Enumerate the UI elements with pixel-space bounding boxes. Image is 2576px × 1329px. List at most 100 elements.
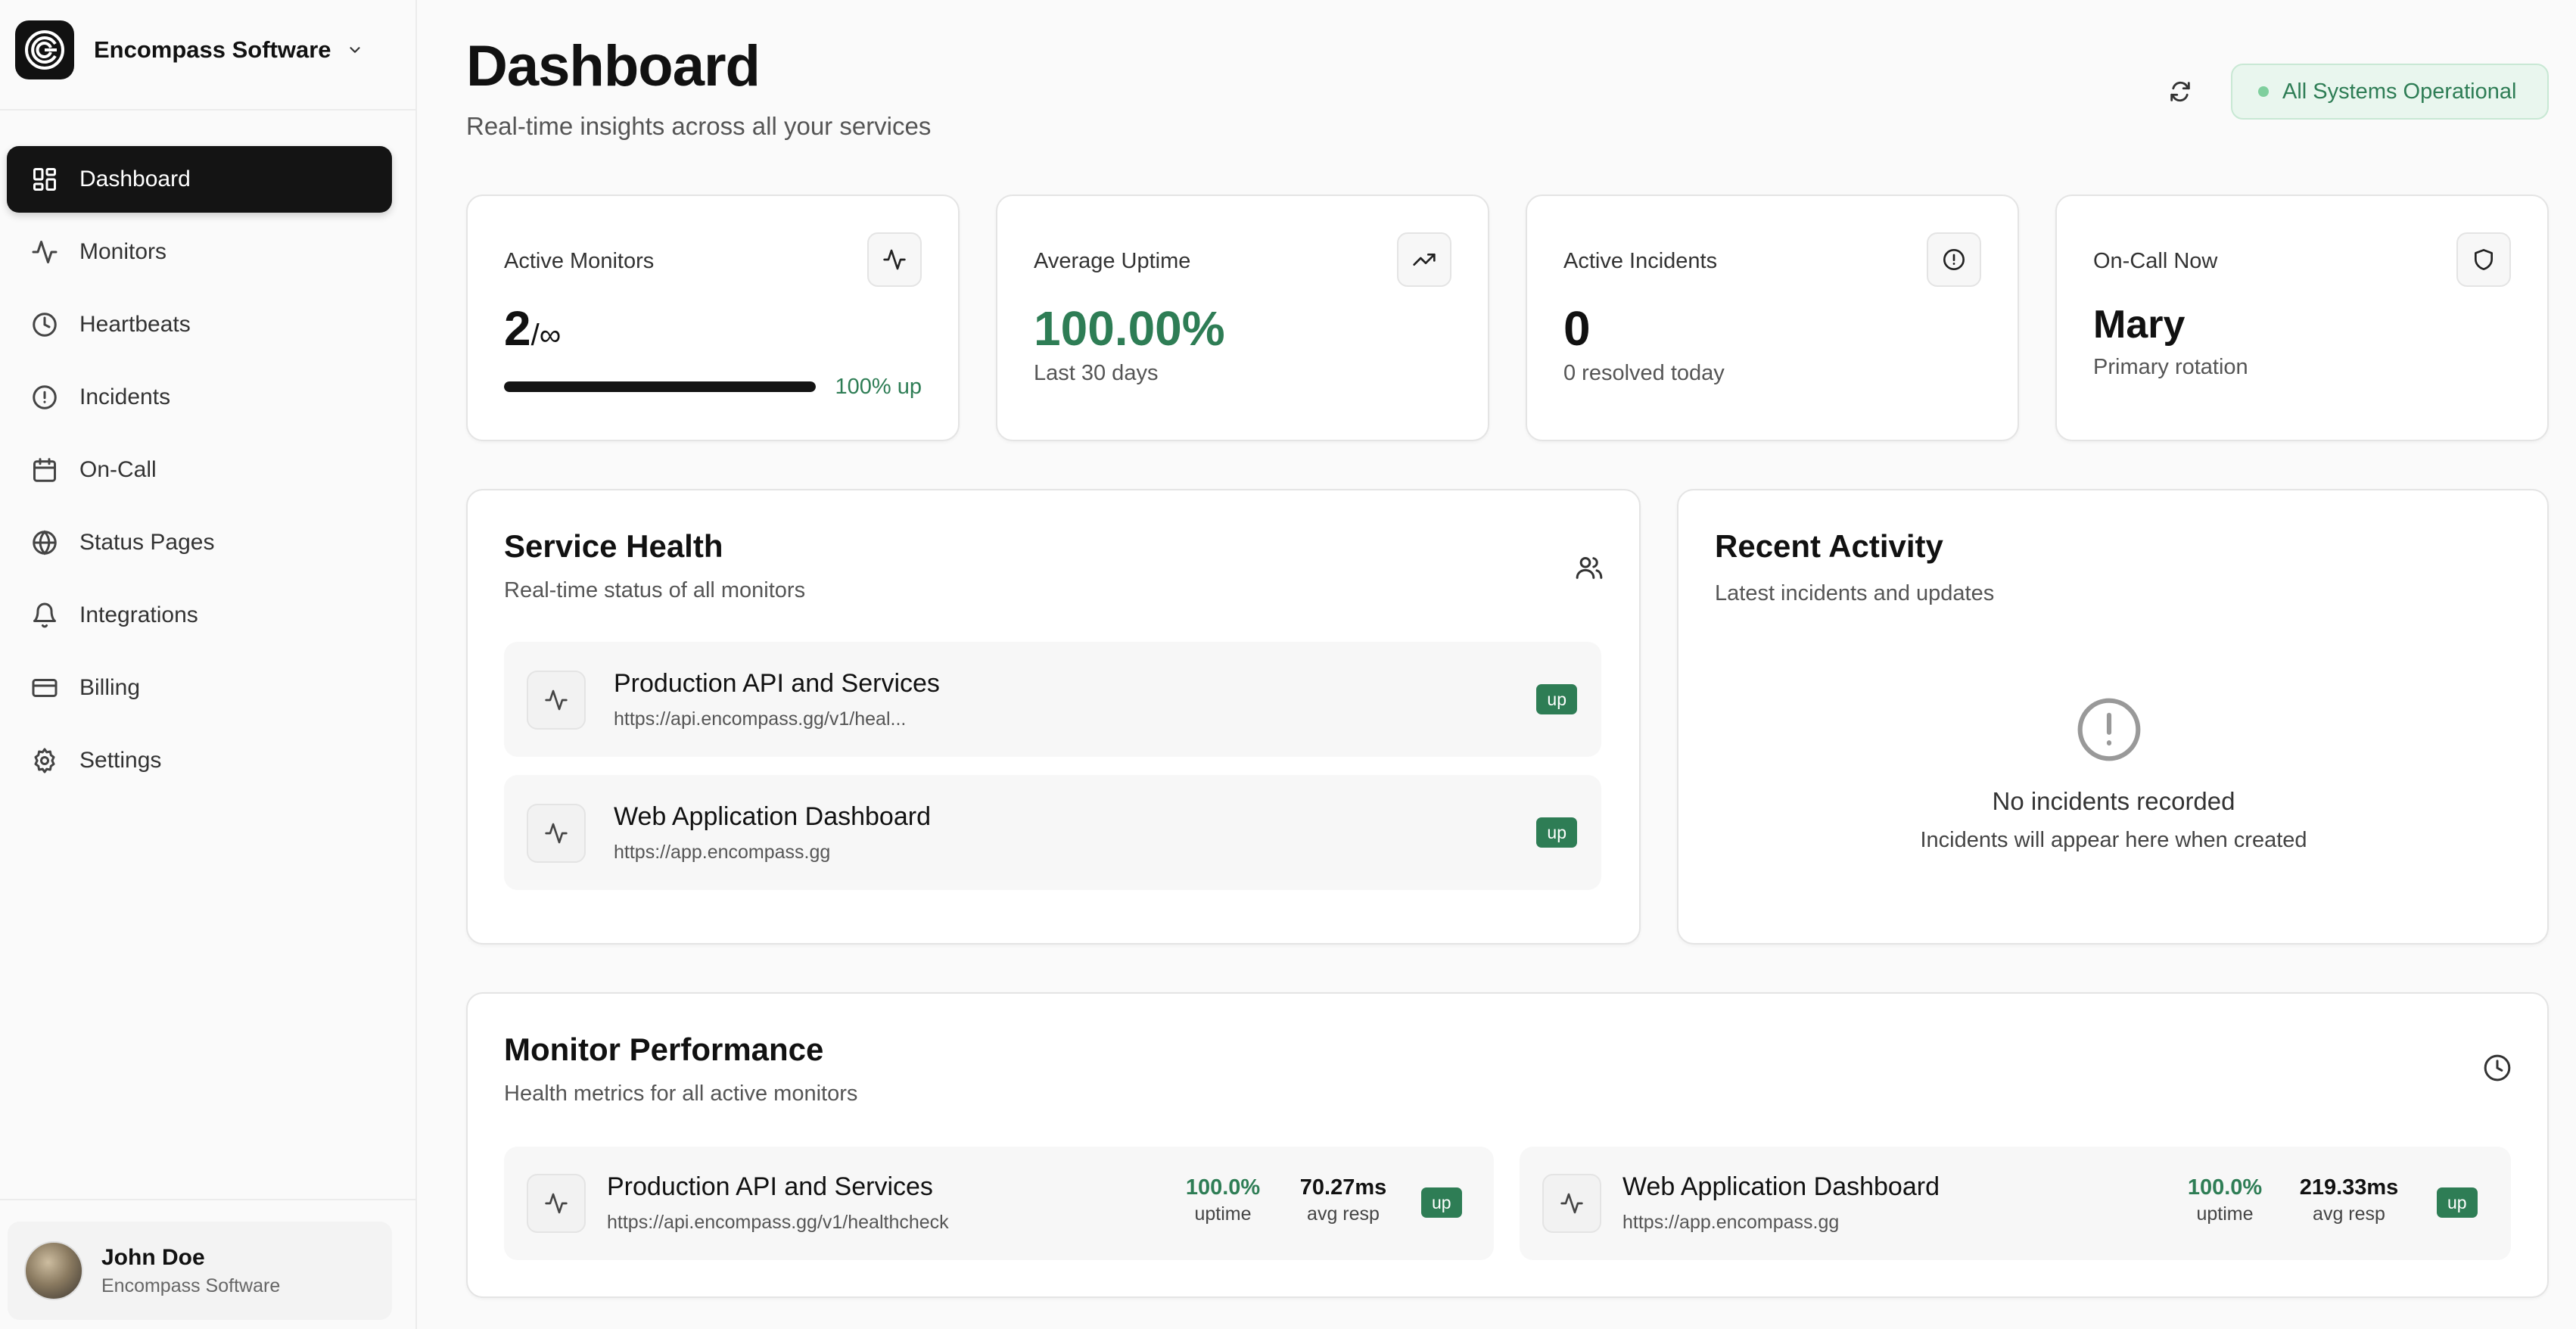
users-icon[interactable] [1573,551,1606,584]
user-org: Encompass Software [101,1275,281,1296]
stat-card-on-call: On-Call Now Mary Primary rotation [2055,195,2549,441]
org-switcher[interactable]: Encompass Software [15,18,394,82]
status-badge: up [1536,684,1577,714]
sidebar-item-label: On-Call [79,457,157,482]
activity-icon [527,1174,586,1233]
sidebar-item-on-call[interactable]: On-Call [7,437,392,503]
monitor-progress-bar [504,381,816,392]
progress-label: 100% up [835,375,922,399]
service-row[interactable]: Production API and Services https://api.… [504,642,1601,757]
monitor-url: https://app.encompass.gg [1622,1212,1840,1233]
refresh-icon[interactable] [2161,73,2199,110]
sidebar-item-label: Billing [79,675,141,700]
status-badge: up [1536,817,1577,848]
system-status-text: All Systems Operational [2282,79,2517,104]
alert-circle-icon [30,382,60,412]
service-row[interactable]: Web Application Dashboard https://app.en… [504,775,1601,890]
sidebar-item-label: Integrations [79,602,198,627]
section-subtitle: Latest incidents and updates [1715,581,1995,605]
bell-icon [30,600,60,630]
uptime-label: uptime [2196,1203,2254,1225]
user-name: John Doe [101,1244,205,1270]
sidebar-item-billing[interactable]: Billing [7,655,392,721]
sidebar-item-label: Incidents [79,384,171,409]
uptime-metric: 100.0% uptime [2172,1175,2278,1225]
activity-icon [527,671,586,730]
user-profile[interactable]: John Doe Encompass Software [8,1222,392,1320]
stat-sub: Primary rotation [2093,355,2248,379]
monitor-performance-card: Monitor Performance Health metrics for a… [466,992,2549,1298]
uptime-value: 100.0% [1185,1175,1261,1200]
sidebar-item-settings[interactable]: Settings [7,727,392,794]
status-badge: up [1421,1187,1462,1218]
sidebar-item-integrations[interactable]: Integrations [7,582,392,649]
monitor-name: Web Application Dashboard [1622,1172,1940,1201]
clock-icon[interactable] [2481,1051,2514,1085]
stat-value: 100.00% [1034,301,1225,356]
monitor-url: https://api.encompass.gg/v1/healthcheck [607,1212,949,1233]
section-subtitle: Health metrics for all active monitors [504,1082,858,1106]
sidebar-item-label: Settings [79,748,162,773]
sidebar: Encompass Software Dashboard Monitors He… [0,0,417,1329]
sidebar-item-label: Monitors [79,239,167,264]
clock-icon [30,310,60,340]
stat-label: Average Uptime [1034,249,1191,273]
stat-label: On-Call Now [2093,249,2218,273]
stat-sub: 0 resolved today [1563,361,1725,385]
section-subtitle: Real-time status of all monitors [504,578,806,602]
uptime-value: 100.0% [2187,1175,2263,1200]
credit-card-icon [30,673,60,703]
stat-card-active-incidents: Active Incidents 0 0 resolved today [1526,195,2019,441]
chevron-down-icon [347,42,363,58]
stat-value: 0 [1563,301,1591,356]
section-title: Service Health [504,528,723,564]
response-value: 219.33ms [2299,1175,2399,1200]
activity-icon [30,237,60,267]
response-value: 70.27ms [1299,1175,1387,1200]
status-dot [2258,86,2269,97]
empty-state-subtitle: Incidents will appear here when created [1920,828,2307,852]
sidebar-item-dashboard[interactable]: Dashboard [7,146,392,213]
stat-card-active-monitors: Active Monitors 2/∞ 100% up [466,195,960,441]
performance-row[interactable]: Production API and Services https://api.… [504,1147,1494,1260]
org-logo-icon [15,20,74,79]
progress-fill [504,381,816,392]
on-call-person: Mary [2093,303,2186,347]
stat-card-average-uptime: Average Uptime 100.00% Last 30 days [996,195,1489,441]
monitor-name: Production API and Services [607,1172,933,1201]
sidebar-item-heartbeats[interactable]: Heartbeats [7,291,392,358]
section-title: Recent Activity [1715,528,1943,564]
uptime-label: uptime [1194,1203,1252,1225]
response-label: avg resp [2313,1203,2385,1225]
trending-up-icon [1397,232,1451,287]
service-url: https://app.encompass.gg [614,842,831,863]
sidebar-item-label: Heartbeats [79,312,191,337]
avatar [24,1241,83,1300]
monitor-limit: /∞ [530,319,562,352]
sidebar-item-monitors[interactable]: Monitors [7,219,392,285]
performance-row[interactable]: Web Application Dashboard https://app.en… [1520,1147,2511,1260]
divider [0,1199,417,1200]
page-title: Dashboard [466,34,761,98]
activity-icon [867,232,922,287]
org-name: Encompass Software [94,36,331,63]
sidebar-item-label: Status Pages [79,530,215,555]
dashboard-grid-icon [30,164,60,195]
globe-icon [30,528,60,558]
section-title: Monitor Performance [504,1032,824,1067]
sidebar-item-status-pages[interactable]: Status Pages [7,509,392,576]
page-subtitle: Real-time insights across all your servi… [466,112,932,140]
empty-state-title: No incidents recorded [1992,787,2235,815]
sidebar-nav: Dashboard Monitors Heartbeats Incidents … [7,146,392,800]
stat-value: 2/∞ [504,300,561,356]
stat-label: Active Incidents [1563,249,1718,273]
recent-activity-card: Recent Activity Latest incidents and upd… [1677,489,2549,945]
calendar-icon [30,455,60,485]
response-label: avg resp [1307,1203,1380,1225]
activity-icon [1542,1174,1601,1233]
system-status-badge[interactable]: All Systems Operational [2231,64,2549,120]
response-metric: 70.27ms avg resp [1286,1175,1400,1225]
shield-icon [2456,232,2511,287]
uptime-metric: 100.0% uptime [1170,1175,1276,1225]
sidebar-item-incidents[interactable]: Incidents [7,364,392,431]
